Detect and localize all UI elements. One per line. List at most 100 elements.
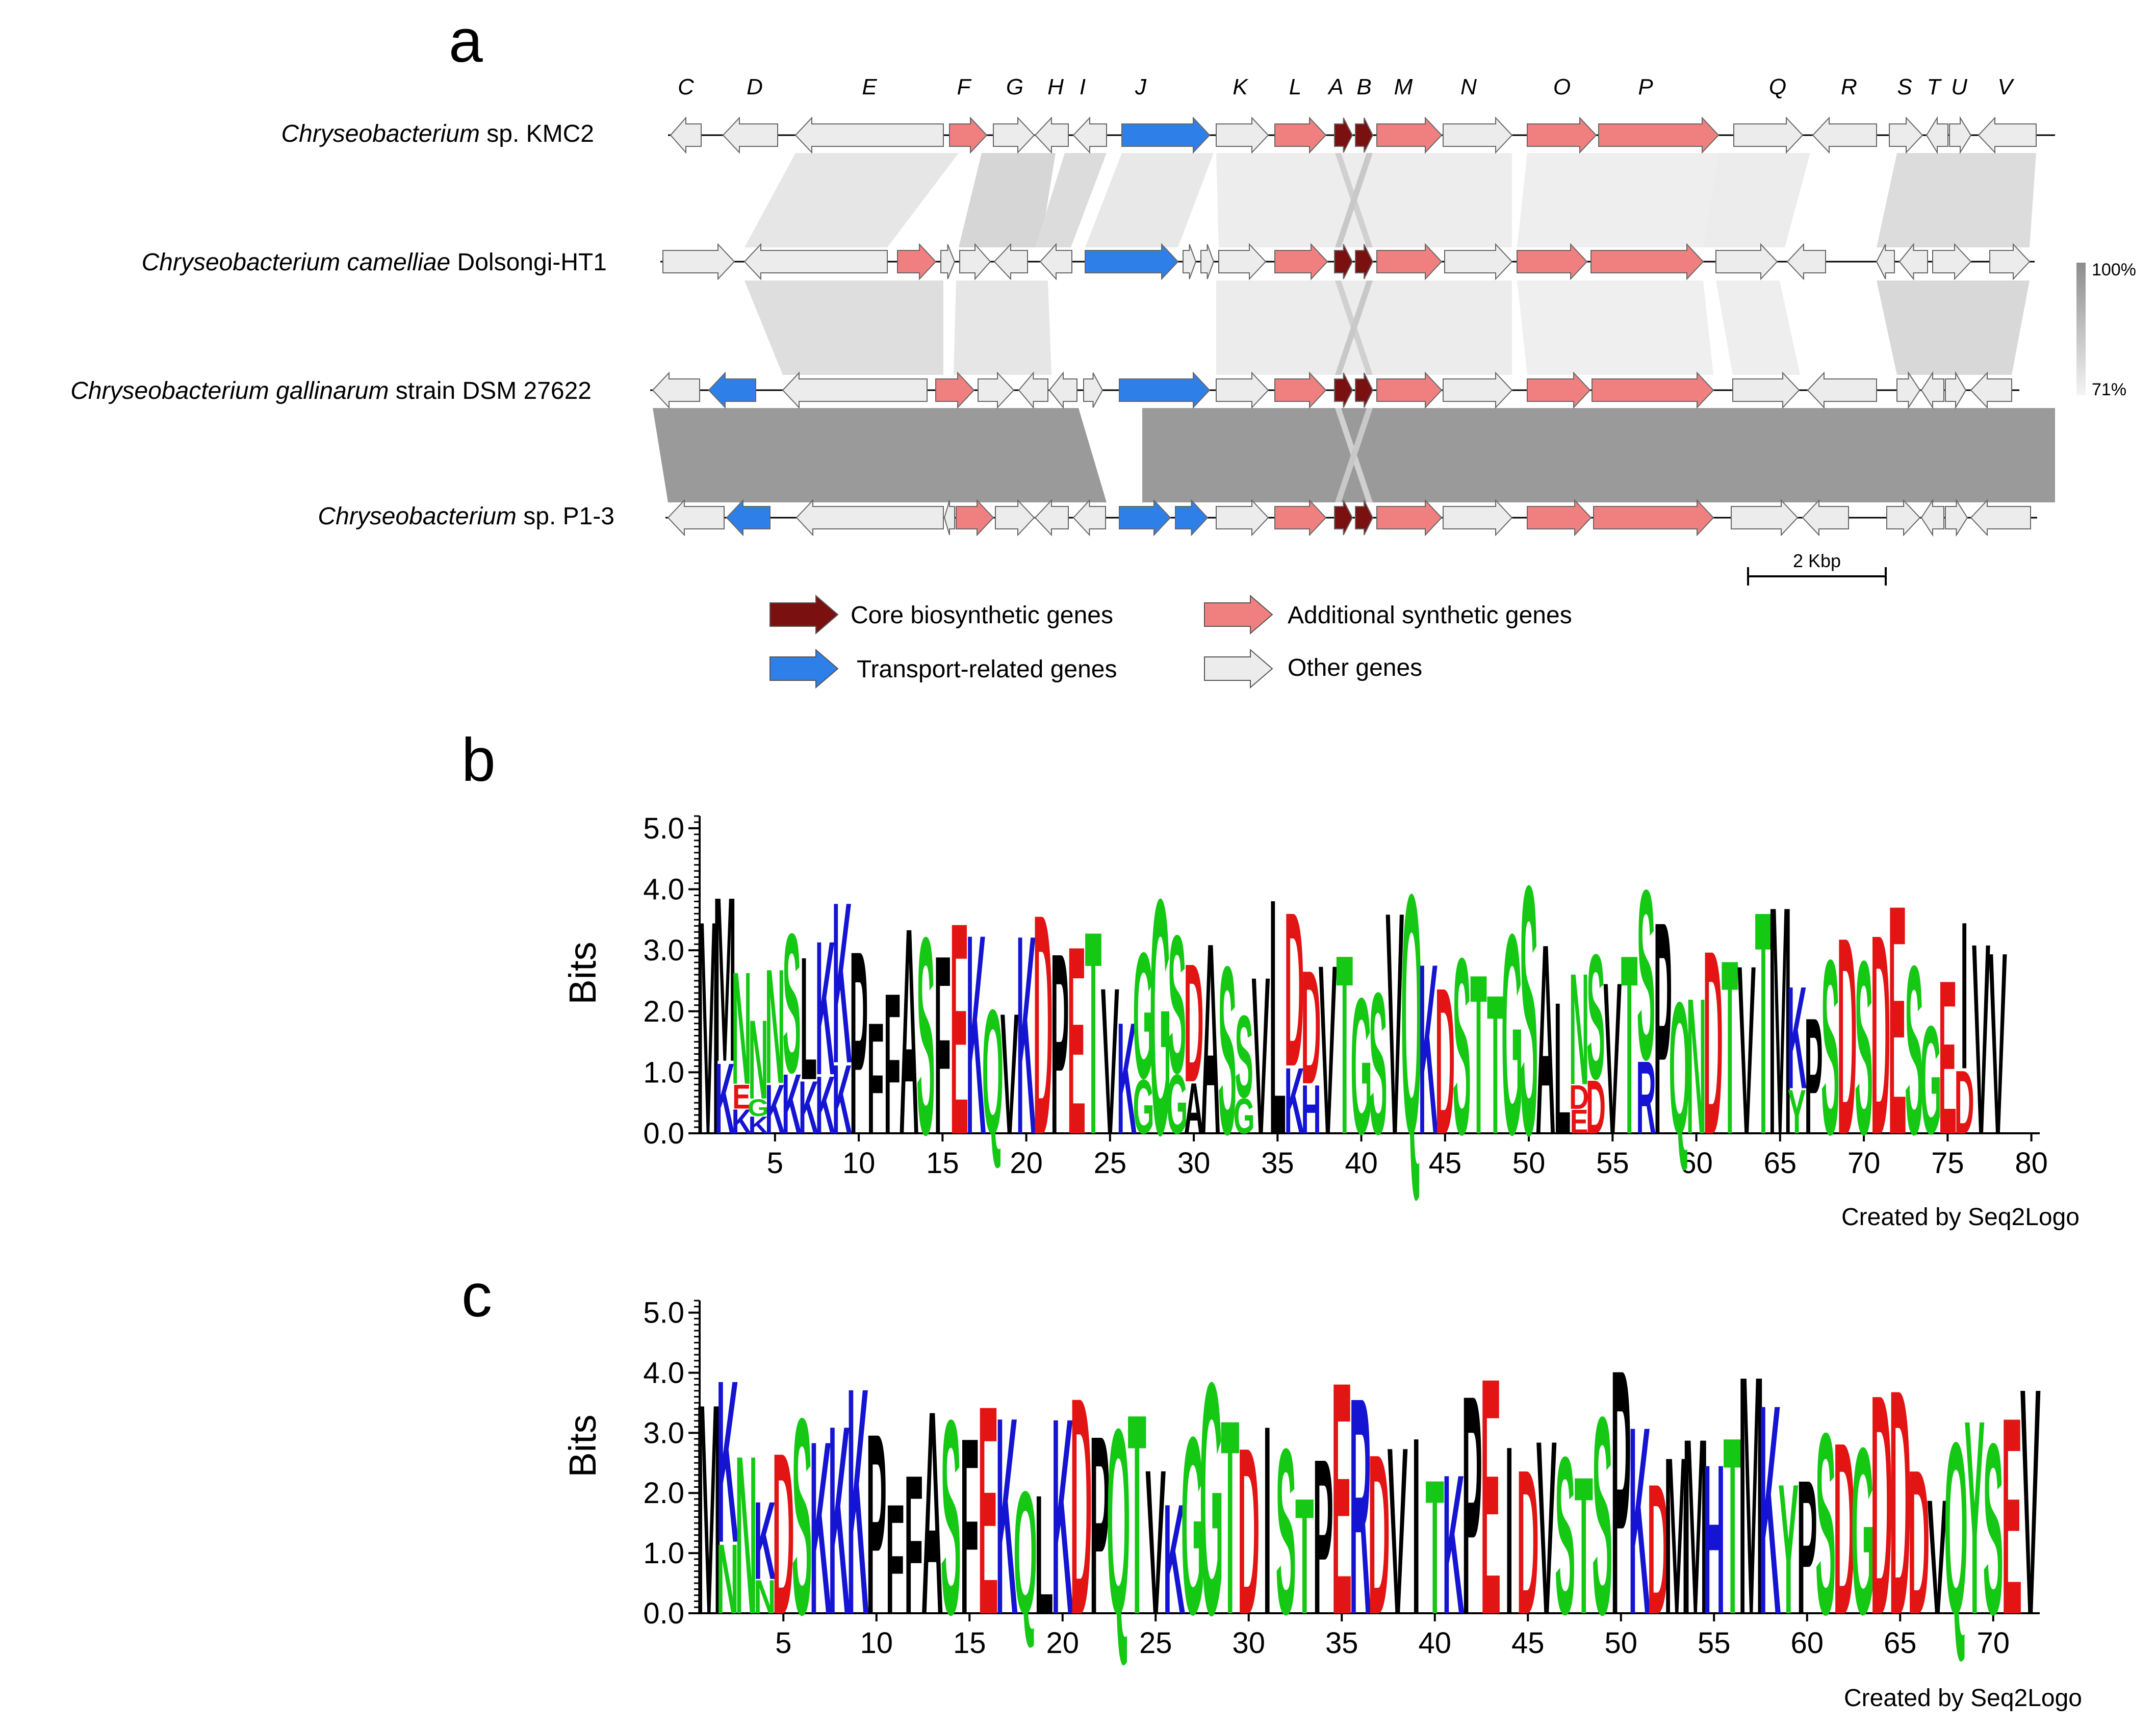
logo-letter: Q [1401,823,1422,1206]
logo-letter: V [1319,914,1337,1185]
logo-letter: F [884,951,901,1176]
gene-arrow [1443,116,1513,154]
identity-min-label: 71% [2092,380,2126,399]
gene-arrow [726,499,771,537]
synteny-block [1517,281,1713,375]
logo-x-tick-label: 35 [1261,1147,1294,1180]
panel-label-b: b [461,726,496,794]
logo-x-tick-label: 30 [1232,1627,1265,1660]
logo-y-tick-label: 5.0 [643,1297,684,1330]
gene-letter-o: O [1553,74,1571,99]
synteny-block [1035,153,1107,247]
logo-letter: D [1955,1052,1974,1153]
logo-x-tick-label: 30 [1177,1147,1211,1180]
logo-letter: K [1418,913,1438,1186]
logo-letter: K [1443,1434,1465,1656]
logo-x-tick-label: 40 [1345,1147,1378,1180]
gene-letter-u: U [1951,74,1967,99]
logo-letter: T [1221,1363,1240,1672]
logo-letter: K [1051,1359,1073,1672]
logo-x-tick-label: 15 [953,1627,986,1660]
logo-letter: V [1101,945,1119,1178]
logo-letter: K [1759,1343,1781,1678]
logo-letter: N [765,935,785,1117]
core-arrow-icon [769,594,839,635]
logo-letter: S [1821,907,1839,1186]
logo-letter: V [1385,846,1404,1201]
logo-letter: E [2001,1359,2022,1673]
gene-arrow [670,116,702,154]
logo-letter: S [1520,812,1538,1209]
synteny-block [1716,281,1800,375]
synteny-block [1142,408,2055,502]
gene-arrow [794,116,944,154]
logo-letter: D [773,1405,794,1663]
logo-letter: G [1181,1384,1205,1667]
logo-letter: H [1301,1070,1321,1148]
logo-letter: D [1870,1329,1892,1680]
gene-arrow [667,499,725,537]
logo-letter: E [1331,1313,1352,1684]
gene-arrow [1590,243,1704,281]
logo-letter: S [1637,839,1655,1110]
logo-letter: S [783,892,801,1114]
gene-arrow [943,500,955,536]
legend-transport-label: Transport-related genes [857,656,1117,683]
logo-letter: D [1238,1399,1260,1664]
logo-letter: D [1586,1064,1606,1150]
gene-arrow [959,243,991,281]
gene-arrow [1200,244,1215,279]
gene-arrow [1732,371,1800,409]
synteny-block [745,281,943,375]
gene-arrow [1018,371,1048,409]
logo-letter: N [735,1409,757,1662]
logo-letter: P [850,897,868,1189]
gene-arrow [1119,499,1171,537]
gene-arrow [1812,116,1877,154]
gene-letter-g: G [1006,74,1023,99]
logo-letter: A [921,1350,943,1675]
gene-arrow [722,116,778,154]
logo-x-tick-label: 5 [767,1147,783,1180]
logo-letter: R [1349,1333,1371,1679]
logo-letter: Y [1788,1077,1806,1147]
logo-letter: G [748,1094,769,1121]
gene-arrow [1355,244,1374,279]
logo-y-tick-label: 4.0 [643,1356,684,1389]
gene-arrow [1083,372,1103,408]
gene-arrow [1715,243,1778,281]
synteny-block [1216,281,1512,375]
gene-arrow [1216,371,1269,409]
gene-arrow [1334,117,1353,153]
logo-letter: G [1166,1057,1188,1152]
identity-scale: 100% 71% [2076,260,2136,399]
gene-arrow [1376,499,1443,537]
gene-arrow [1119,371,1211,409]
logo-letter: M [713,848,736,1111]
logo-x-tick-label: 45 [1511,1627,1545,1660]
logo-letter: S [1905,916,1923,1185]
logo-letter: A [1535,888,1555,1191]
logo-x-tick-label: 20 [1010,1147,1043,1180]
gene-arrow [993,243,1028,281]
logo-letter: T [1755,845,1772,1202]
logo-letter: T [1621,902,1638,1188]
logo-letter: S [1592,1359,1612,1673]
logo-letter: K [996,1359,1018,1673]
logo-letter: V [1927,1465,1947,1648]
synteny-block [653,408,1107,502]
gene-arrow [1183,244,1197,279]
logo-letter: N [1569,941,1589,1118]
logo-y-tick-label: 3.0 [643,934,684,967]
logo-letter: M [696,1341,722,1677]
logo-letter: D [1833,1391,1855,1665]
logo-letter: P [1090,1383,1110,1667]
gene-arrow [1085,243,1179,281]
logo-y-tick-label: 5.0 [643,812,684,845]
logo-letter: K [815,1059,835,1151]
logo-letter: D [1889,1323,1911,1682]
sequence-logo-c: Bits 0.0 1.0 2.0 3.0 4.0 5.0 5 10 15 20 25 30 35 40 45… [561,1297,2082,1712]
logo-letter: K [847,1319,869,1682]
logo-letter: D [1569,1078,1589,1116]
